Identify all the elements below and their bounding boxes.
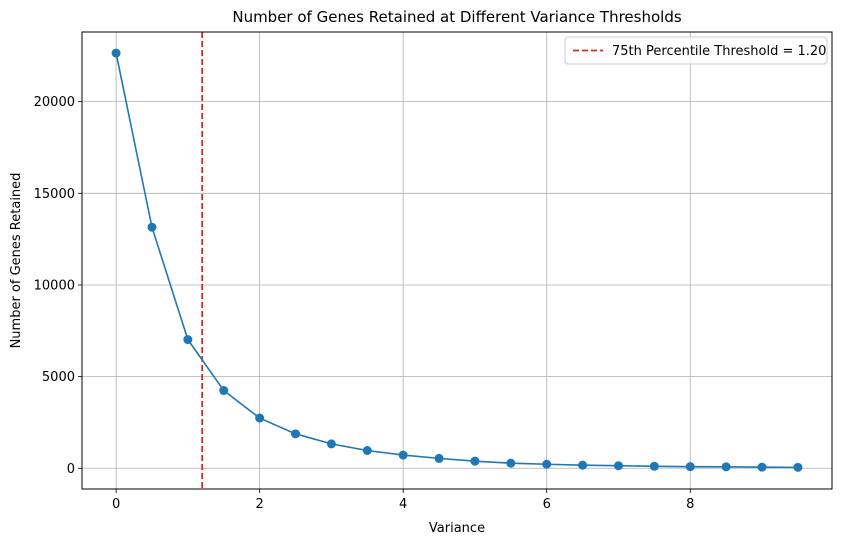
x-axis-ticks: 0 2 4 6 8 [112, 489, 694, 512]
x-tick-label: 2 [255, 497, 263, 512]
data-point [291, 429, 301, 439]
data-point [398, 450, 408, 460]
y-tick-label: 20000 [34, 95, 75, 110]
plot-frame [81, 31, 833, 490]
data-point [685, 462, 695, 472]
y-tick-label: 15000 [34, 187, 75, 202]
y-axis-ticks: 0 5000 10000 15000 20000 [34, 95, 82, 477]
legend-box [564, 36, 828, 65]
y-tick-label: 0 [67, 462, 75, 477]
data-point [793, 462, 803, 472]
data-point [578, 460, 588, 470]
series [111, 48, 803, 472]
y-tick-label: 5000 [42, 370, 75, 385]
data-point [326, 439, 336, 449]
y-axis-label: Number of Genes Retained [9, 173, 24, 349]
chart-title: Number of Genes Retained at Different Va… [232, 8, 681, 26]
data-point [542, 459, 552, 469]
grid [82, 32, 832, 489]
data-point [757, 462, 767, 472]
data-point [613, 461, 623, 471]
data-point [721, 462, 731, 472]
x-axis-label: Variance [429, 521, 485, 536]
data-point [362, 446, 372, 456]
data-point [183, 335, 193, 345]
data-point [255, 413, 265, 423]
data-point [147, 222, 157, 232]
data-point [219, 386, 229, 396]
legend-label-threshold: 75th Percentile Threshold = 1.20 [612, 44, 826, 59]
data-point [470, 456, 480, 466]
x-tick-label: 8 [686, 497, 694, 512]
data-point [111, 48, 121, 58]
series-line [115, 52, 798, 469]
x-tick-label: 0 [112, 497, 120, 512]
legend: 75th Percentile Threshold = 1.20 [564, 36, 828, 65]
data-point [506, 458, 516, 468]
x-tick-label: 6 [543, 497, 551, 512]
data-point [649, 461, 659, 471]
y-tick-label: 10000 [34, 278, 75, 293]
x-tick-label: 4 [399, 497, 407, 512]
data-point [434, 453, 444, 463]
